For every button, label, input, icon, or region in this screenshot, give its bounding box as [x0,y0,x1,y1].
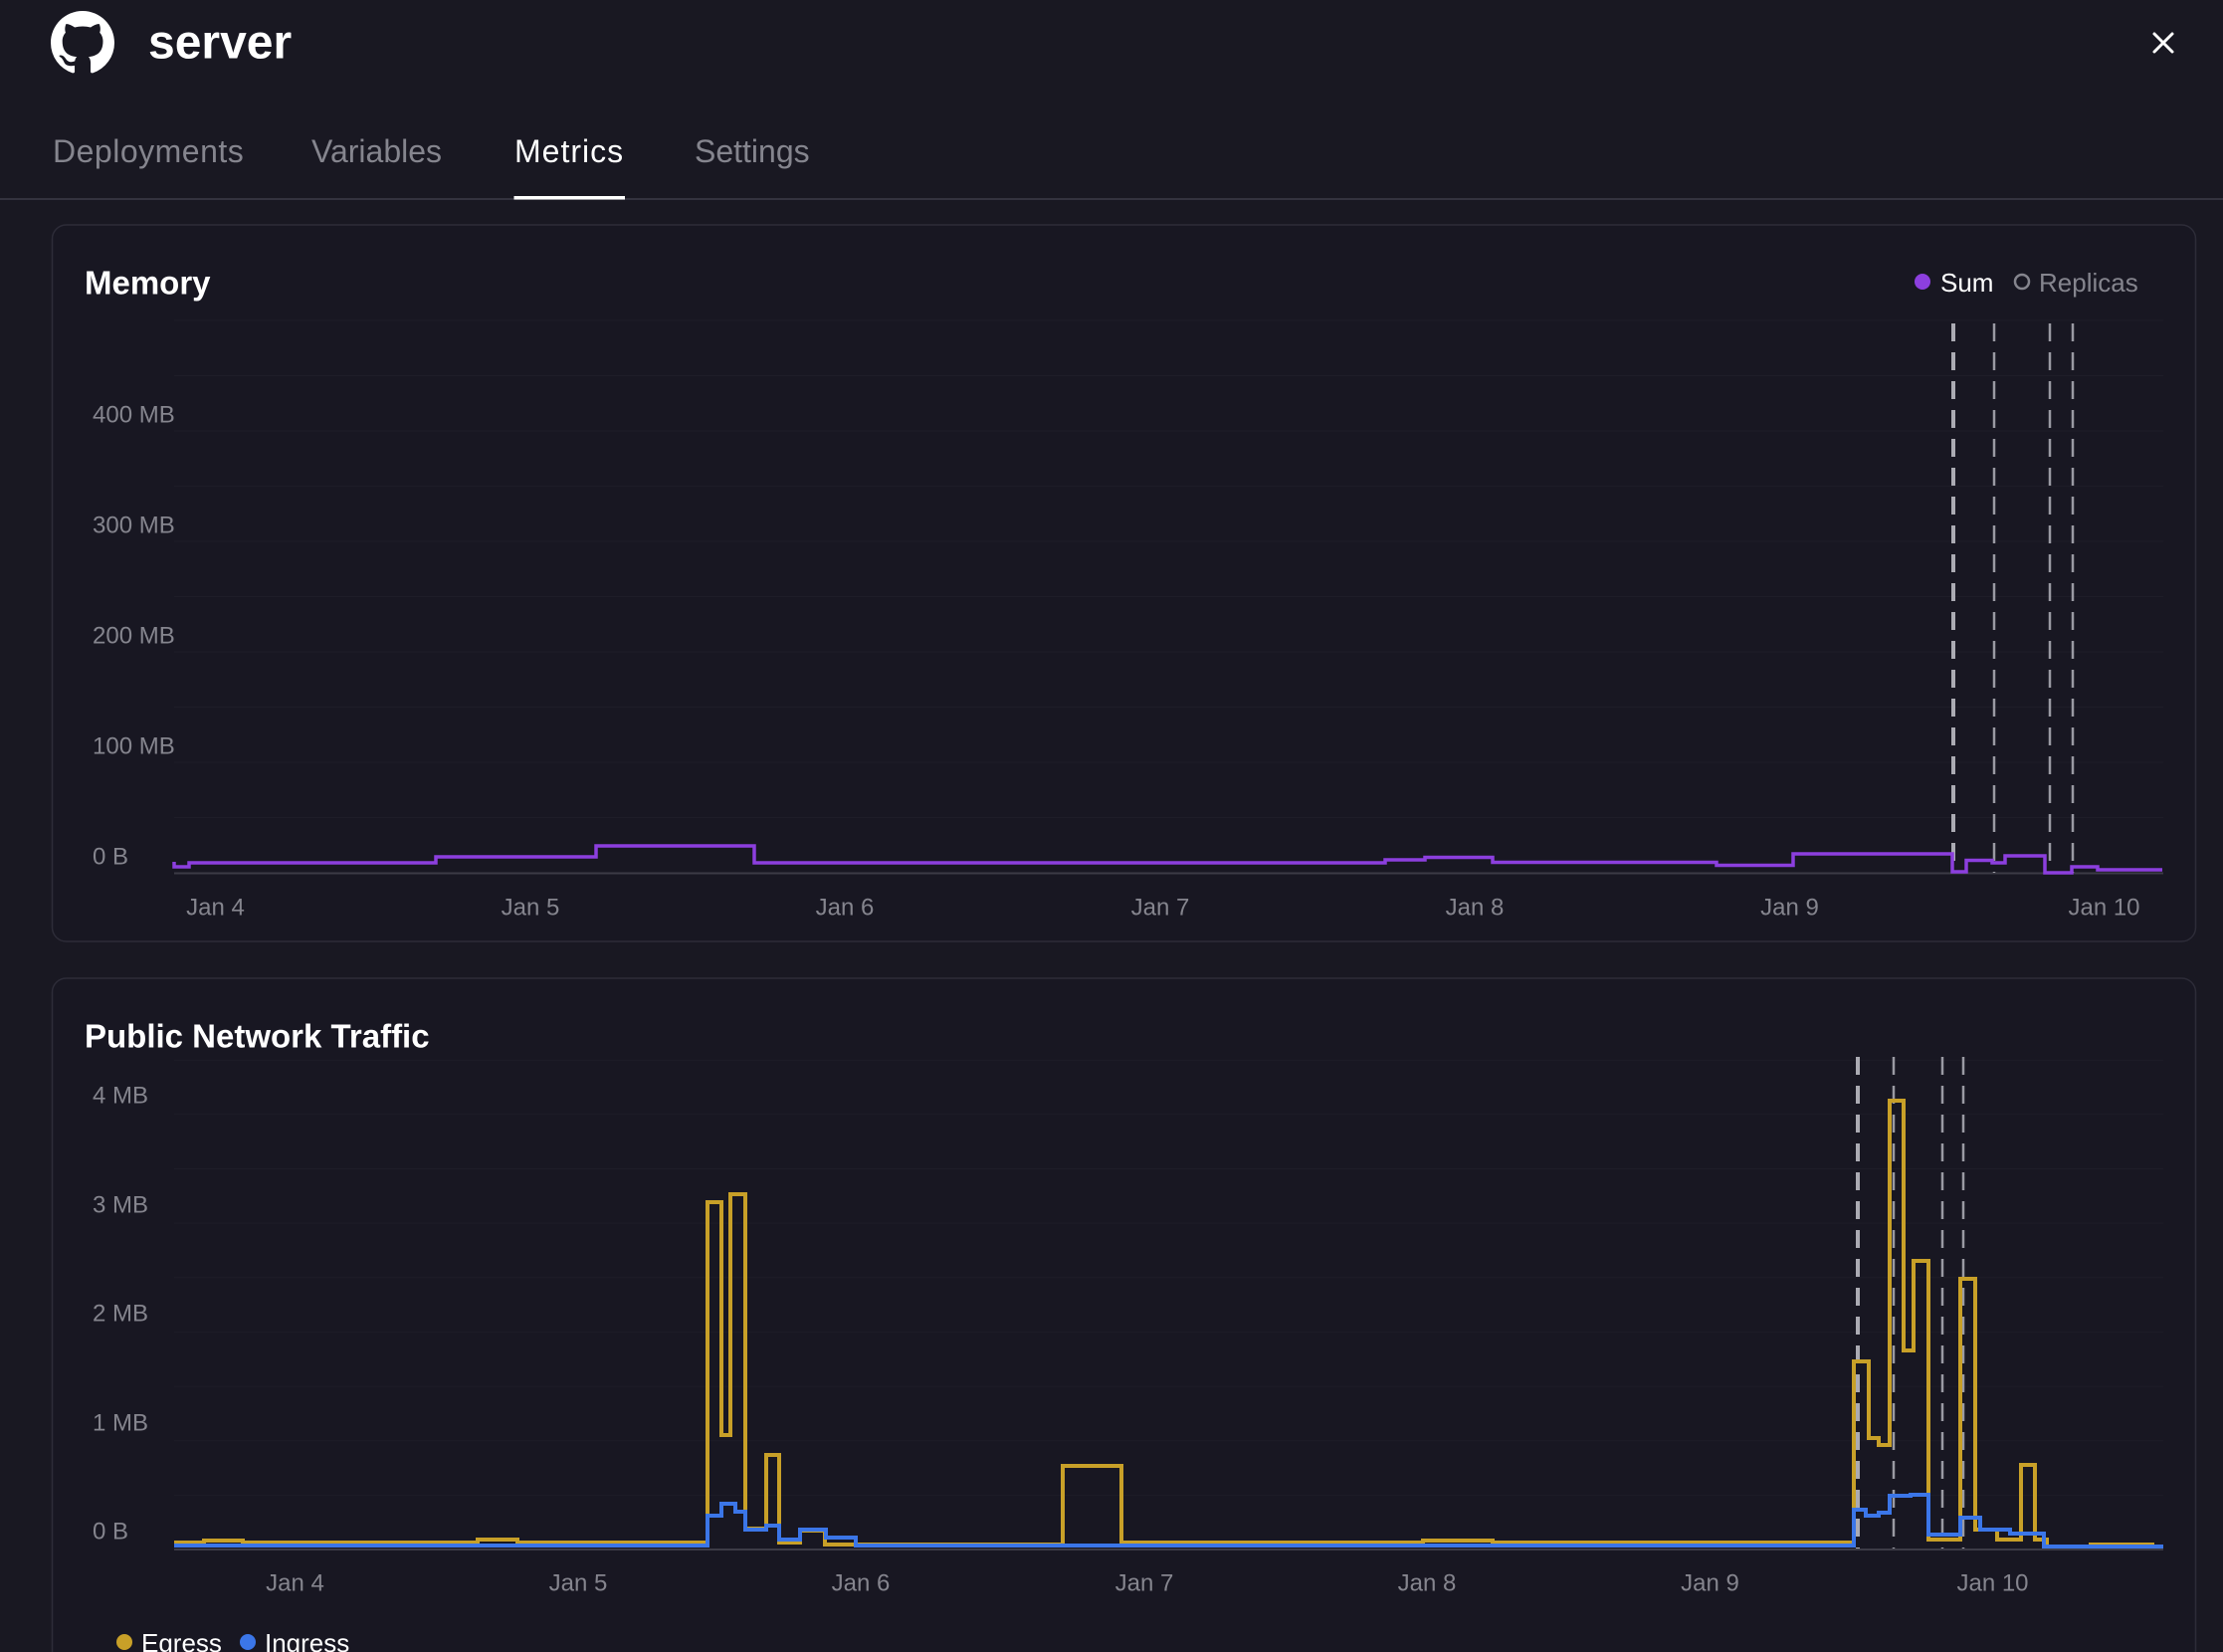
svg-text:Deployments: Deployments [53,133,244,169]
svg-text:Jan 4: Jan 4 [266,1570,324,1597]
svg-text:Settings: Settings [695,133,810,169]
svg-text:Jan 9: Jan 9 [1760,895,1819,922]
svg-text:Jan 8: Jan 8 [1398,1570,1457,1597]
svg-text:server: server [148,17,292,70]
svg-text:Jan 7: Jan 7 [1115,1570,1174,1597]
svg-text:Jan 5: Jan 5 [549,1570,608,1597]
svg-text:Public Network Traffic: Public Network Traffic [85,1018,430,1055]
svg-text:0 B: 0 B [93,1519,128,1546]
svg-text:Egress: Egress [141,1628,222,1652]
svg-text:Jan 10: Jan 10 [1956,1570,2028,1597]
svg-text:4 MB: 4 MB [93,1083,148,1110]
svg-text:400 MB: 400 MB [93,402,175,429]
svg-text:1 MB: 1 MB [93,1410,148,1437]
svg-text:Variables: Variables [311,133,442,169]
svg-text:Jan 5: Jan 5 [502,895,560,922]
svg-text:0 B: 0 B [93,844,128,871]
svg-text:Jan 7: Jan 7 [1131,895,1190,922]
svg-text:2 MB: 2 MB [93,1301,148,1328]
svg-text:Jan 6: Jan 6 [832,1570,891,1597]
svg-text:Jan 8: Jan 8 [1446,895,1505,922]
svg-text:Memory: Memory [85,265,211,302]
svg-text:Ingress: Ingress [265,1628,349,1652]
svg-text:Replicas: Replicas [2039,268,2138,298]
svg-text:Jan 4: Jan 4 [186,895,245,922]
svg-text:Jan 9: Jan 9 [1681,1570,1739,1597]
svg-text:200 MB: 200 MB [93,623,175,650]
svg-text:3 MB: 3 MB [93,1192,148,1219]
svg-text:Jan 6: Jan 6 [816,895,875,922]
svg-text:Metrics: Metrics [514,133,624,169]
svg-text:300 MB: 300 MB [93,513,175,539]
svg-text:100 MB: 100 MB [93,733,175,760]
svg-text:Sum: Sum [1940,268,1993,298]
svg-text:Jan 10: Jan 10 [2068,895,2139,922]
